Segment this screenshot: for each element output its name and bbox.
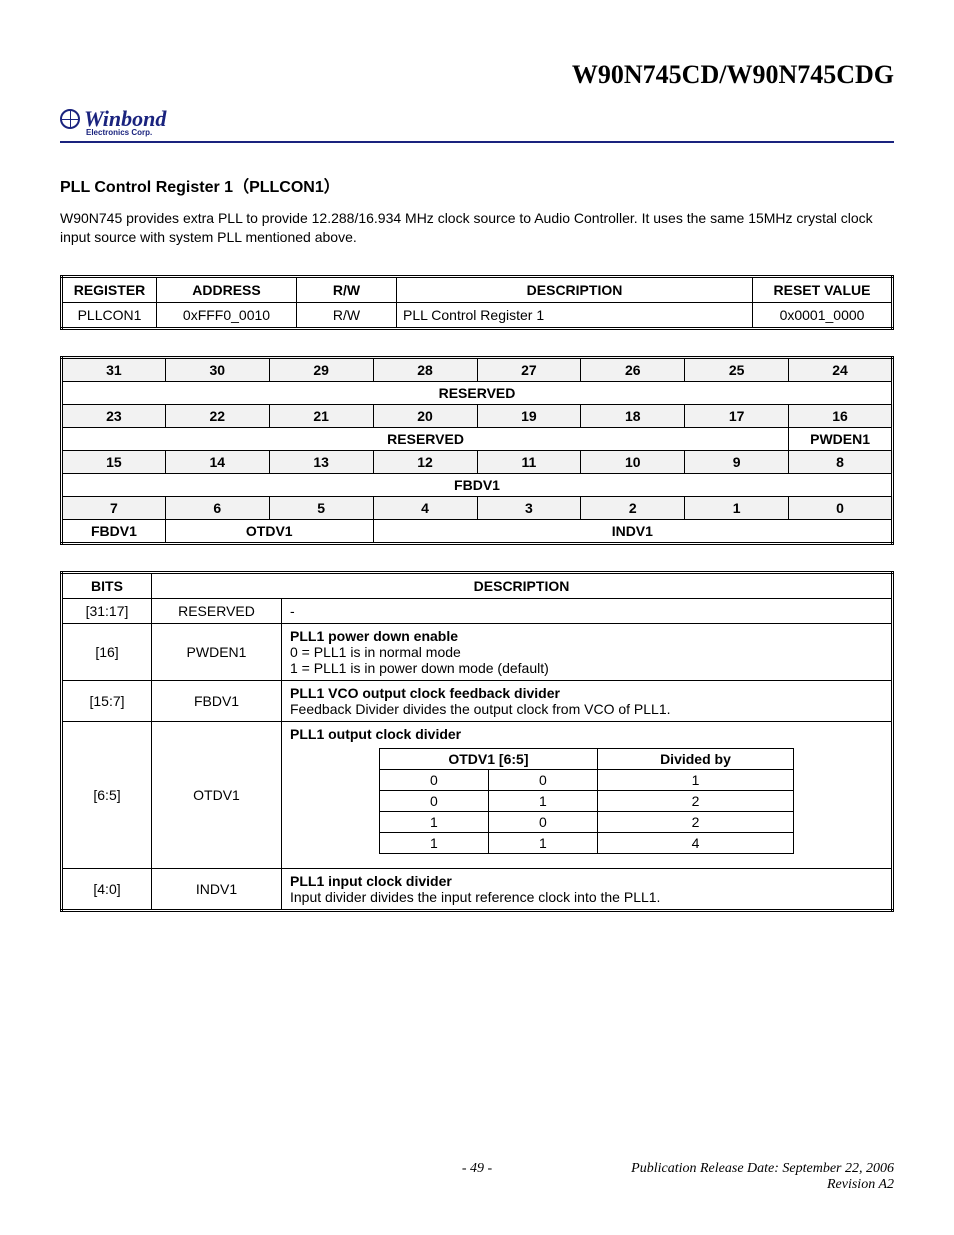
bit-description-table: BITS DESCRIPTION [31:17]RESERVED-[16]PWD… <box>60 571 894 912</box>
th-bits: BITS <box>62 572 152 598</box>
cell-name: OTDV1 <box>152 721 282 868</box>
bit-number: 26 <box>581 357 685 381</box>
bit-number: 25 <box>685 357 789 381</box>
bit-number: 23 <box>62 404 166 427</box>
cell-bits: [4:0] <box>62 868 152 910</box>
bit-number: 21 <box>269 404 373 427</box>
bit-field: FBDV1 <box>62 473 893 496</box>
section-title: PLL Control Register 1（PLLCON1） <box>60 173 894 197</box>
table-row: [6:5]OTDV1PLL1 output clock dividerOTDV1… <box>62 721 893 868</box>
brand-logo: Winbond <box>60 108 894 130</box>
bit-number: 27 <box>477 357 581 381</box>
table-row: [4:0]INDV1PLL1 input clock dividerInput … <box>62 868 893 910</box>
table-row: [16]PWDEN1PLL1 power down enable0 = PLL1… <box>62 623 893 680</box>
bit-number: 16 <box>789 404 893 427</box>
bitfield-map-table: 3130292827262524RESERVED2322212019181716… <box>60 356 894 545</box>
bit-number: 13 <box>269 450 373 473</box>
bit-number: 24 <box>789 357 893 381</box>
bit-number: 6 <box>165 496 269 519</box>
cell-bits: [16] <box>62 623 152 680</box>
cell: R/W <box>297 302 397 328</box>
cell-name: RESERVED <box>152 598 282 623</box>
cell-desc: PLL1 power down enable0 = PLL1 is in nor… <box>282 623 893 680</box>
bit-number: 3 <box>477 496 581 519</box>
bit-number: 28 <box>373 357 477 381</box>
table-row: PLLCON1 0xFFF0_0010 R/W PLL Control Regi… <box>62 302 893 328</box>
bit-number: 14 <box>165 450 269 473</box>
register-summary-table: REGISTER ADDRESS R/W DESCRIPTION RESET V… <box>60 275 894 330</box>
bit-field: OTDV1 <box>165 519 373 543</box>
bit-field: RESERVED <box>62 427 789 450</box>
bit-number: 19 <box>477 404 581 427</box>
table-row: [15:7]FBDV1PLL1 VCO output clock feedbac… <box>62 680 893 721</box>
cell: 0x0001_0000 <box>753 302 893 328</box>
bit-number: 1 <box>685 496 789 519</box>
bit-number: 7 <box>62 496 166 519</box>
brand-subtitle: Electronics Corp. <box>86 128 894 137</box>
bit-number: 15 <box>62 450 166 473</box>
cell: PLL Control Register 1 <box>397 302 753 328</box>
th-reset: RESET VALUE <box>753 276 893 302</box>
doc-title: W90N745CD/W90N745CDG <box>60 60 894 90</box>
header-rule <box>60 141 894 143</box>
bit-number: 12 <box>373 450 477 473</box>
bit-number: 5 <box>269 496 373 519</box>
cell: 0xFFF0_0010 <box>157 302 297 328</box>
page-number: - 49 - <box>462 1161 492 1177</box>
th-address: ADDRESS <box>157 276 297 302</box>
bit-number: 30 <box>165 357 269 381</box>
cell-desc: - <box>282 598 893 623</box>
bit-number: 2 <box>581 496 685 519</box>
th-desc: DESCRIPTION <box>152 572 893 598</box>
bit-number: 0 <box>789 496 893 519</box>
cell-bits: [31:17] <box>62 598 152 623</box>
bit-number: 17 <box>685 404 789 427</box>
cell-bits: [15:7] <box>62 680 152 721</box>
cell-name: FBDV1 <box>152 680 282 721</box>
pub-date: Publication Release Date: September 22, … <box>631 1161 894 1176</box>
table-row: [31:17]RESERVED- <box>62 598 893 623</box>
bit-number: 31 <box>62 357 166 381</box>
cell: PLLCON1 <box>62 302 157 328</box>
bit-number: 9 <box>685 450 789 473</box>
cell-name: PWDEN1 <box>152 623 282 680</box>
bit-field: RESERVED <box>62 381 893 404</box>
bit-number: 22 <box>165 404 269 427</box>
bit-field: PWDEN1 <box>789 427 893 450</box>
th-description: DESCRIPTION <box>397 276 753 302</box>
revision: Revision A2 <box>827 1177 894 1192</box>
page-footer: - 49 - Publication Release Date: Septemb… <box>60 1161 894 1193</box>
th-rw: R/W <box>297 276 397 302</box>
bit-number: 4 <box>373 496 477 519</box>
bit-number: 11 <box>477 450 581 473</box>
th-register: REGISTER <box>62 276 157 302</box>
cell-desc: PLL1 output clock dividerOTDV1 [6:5]Divi… <box>282 721 893 868</box>
bit-number: 18 <box>581 404 685 427</box>
bit-field: INDV1 <box>373 519 892 543</box>
cell-desc: PLL1 input clock dividerInput divider di… <box>282 868 893 910</box>
bit-number: 8 <box>789 450 893 473</box>
brand-name: Winbond <box>84 108 166 130</box>
cell-bits: [6:5] <box>62 721 152 868</box>
bit-number: 10 <box>581 450 685 473</box>
cell-desc: PLL1 VCO output clock feedback dividerFe… <box>282 680 893 721</box>
bit-number: 20 <box>373 404 477 427</box>
bit-number: 29 <box>269 357 373 381</box>
cell-name: INDV1 <box>152 868 282 910</box>
globe-icon <box>60 109 80 129</box>
bit-field: FBDV1 <box>62 519 166 543</box>
otdv-inner-table: OTDV1 [6:5]Divided by001012102114 <box>379 748 794 854</box>
intro-paragraph: W90N745 provides extra PLL to provide 12… <box>60 209 894 247</box>
